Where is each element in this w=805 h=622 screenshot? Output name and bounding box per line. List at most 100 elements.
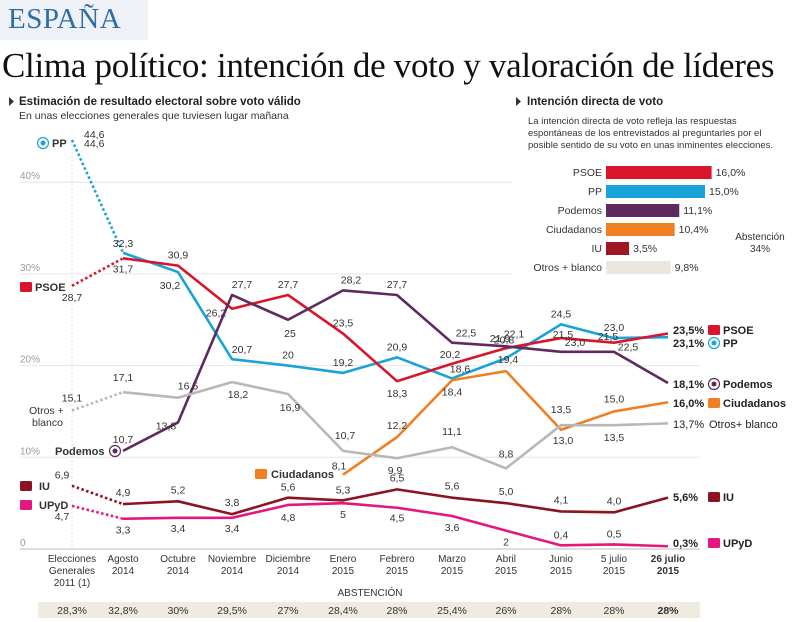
bar	[606, 166, 712, 179]
x-tick-label: 2015	[550, 566, 573, 577]
y-tick-label: 40%	[20, 171, 40, 182]
bar-value-label: 16,0%	[716, 167, 746, 179]
data-label: 6,5	[390, 472, 405, 484]
x-tick-label: Junio	[549, 554, 573, 565]
data-label: 3,4	[171, 523, 186, 535]
bar	[606, 261, 671, 274]
data-label: 20,7	[232, 344, 253, 356]
data-label: 4,9	[116, 487, 131, 499]
data-label: 28,2	[341, 274, 362, 286]
bar-value-label: 10,4%	[679, 224, 709, 236]
abstention-value: 25,4%	[437, 605, 467, 617]
bar-category-label: PP	[588, 186, 602, 198]
data-label: 19,4	[498, 354, 519, 366]
data-label: 27,7	[278, 279, 299, 291]
series-link-otros-blanco	[71, 390, 124, 412]
series-line-pp	[122, 251, 669, 380]
party-logo-icon	[708, 492, 720, 502]
data-label: 5,3	[336, 484, 351, 496]
final-value-label: 5,6%	[673, 492, 698, 504]
bar	[606, 204, 680, 217]
party-logo-icon-dot	[711, 340, 717, 346]
x-tick-label: Noviembre	[208, 554, 257, 565]
y-tick-label: 10%	[20, 446, 40, 457]
data-label: 19,2	[333, 357, 354, 369]
series-name-left: blanco	[32, 417, 63, 429]
abstention-value: 28%	[386, 605, 407, 617]
data-label: 13,5	[551, 404, 572, 416]
x-tick-label: 2014	[112, 566, 135, 577]
final-value-label: 23,5%	[673, 325, 704, 337]
psoe-logo-icon	[20, 282, 32, 292]
data-label: 4,0	[607, 495, 622, 507]
series-name-left: Podemos	[55, 446, 105, 458]
x-tick-label: Enero	[330, 554, 357, 565]
bullet-icon	[9, 97, 14, 106]
data-label: 0,4	[554, 529, 569, 541]
upyd-logo-icon	[20, 500, 32, 510]
data-label: 20,9	[387, 341, 408, 353]
bar	[606, 242, 630, 255]
data-label: 4,8	[281, 512, 296, 524]
data-label: 31,7	[113, 263, 134, 275]
data-label: 20,8	[494, 334, 515, 346]
data-label: 5,2	[171, 484, 186, 496]
bar	[606, 185, 705, 198]
data-label: 16,9	[280, 402, 301, 414]
line-chart-subtitle: En unas elecciones generales que tuviese…	[19, 110, 289, 122]
data-label: 23,5	[333, 318, 354, 330]
series-name-left: UPyD	[39, 500, 68, 512]
bar-chart-description: posible sentido de su voto en unas inmin…	[528, 140, 773, 151]
data-label: 44,6	[84, 138, 105, 150]
series-name-right: Ciudadanos	[723, 398, 786, 410]
data-label: 4,1	[554, 494, 569, 506]
x-tick-label: 26 julio	[651, 554, 685, 565]
data-label: 21,5	[553, 329, 574, 341]
x-tick-label: 2014	[221, 566, 244, 577]
abstention-note: 34%	[750, 244, 770, 255]
data-label: 5,0	[499, 486, 514, 498]
iu-logo-icon	[20, 481, 32, 491]
bar-category-label: Ciudadanos	[546, 224, 602, 236]
bar-category-label: Podemos	[558, 205, 602, 217]
abstention-value: 28%	[657, 605, 679, 617]
bar-category-label: Otros + blanco	[533, 262, 602, 274]
data-label: 21,5	[598, 331, 619, 343]
data-label: 23,0	[604, 322, 625, 334]
data-label: 0,5	[607, 528, 622, 540]
data-label: 11,1	[442, 426, 462, 438]
x-tick-label: 2014	[167, 566, 190, 577]
data-label: 27,7	[387, 279, 408, 291]
series-name-right: PSOE	[723, 325, 754, 337]
data-label: 17,1	[113, 372, 134, 384]
data-label: 22,1	[504, 328, 525, 340]
x-tick-label: 5 julio	[601, 554, 628, 565]
ciudadanos-logo-icon	[255, 469, 267, 479]
abstention-title: ABSTENCIÓN	[337, 586, 402, 599]
series-line-upyd	[122, 501, 669, 548]
series-name-left: PP	[52, 138, 67, 150]
bar-value-label: 11,1%	[683, 205, 712, 217]
section-tag: ESPAÑA	[0, 0, 148, 40]
series-name-left: Otros +	[29, 405, 64, 417]
x-tick-label: Agosto	[107, 554, 139, 565]
data-label: 6,9	[55, 470, 70, 482]
data-label: 3,3	[116, 525, 131, 537]
data-label: 24,5	[551, 308, 572, 320]
abstention-value: 27%	[277, 605, 298, 617]
data-label: 23,0	[565, 337, 586, 349]
data-label: 3,8	[225, 497, 240, 509]
bar-category-label: PSOE	[573, 167, 602, 179]
data-label: 8,1	[332, 461, 347, 473]
data-label: 13,0	[553, 435, 574, 447]
abstention-value: 28%	[550, 605, 571, 617]
data-label: 18,3	[387, 388, 408, 400]
data-label: 4,7	[55, 511, 70, 523]
series-link-iu	[71, 484, 124, 506]
x-tick-label: 2015	[657, 566, 680, 577]
data-label: 20	[282, 350, 294, 362]
bar-chart-description: espontáneas de los entrevistados al preg…	[528, 128, 761, 139]
bar-chart-description: La intención directa de voto refleja las…	[528, 116, 737, 127]
data-label: 5	[340, 509, 346, 521]
